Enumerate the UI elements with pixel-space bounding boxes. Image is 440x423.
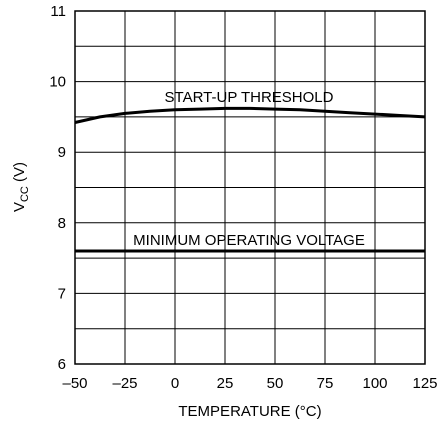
- y-tick-label: 11: [50, 3, 66, 20]
- y-tick-label: 6: [58, 356, 66, 373]
- annotation-minimum-operating-voltage: MINIMUM OPERATING VOLTAGE: [133, 232, 365, 249]
- y-tick-label: 8: [58, 215, 66, 232]
- x-tick-label: –25: [112, 375, 137, 392]
- y-axis-title-unit: (V): [11, 162, 28, 186]
- series-lines: [74, 106, 426, 253]
- x-tick-labels: –50 –25 0 25 50 75 100 125: [62, 375, 437, 392]
- x-tick-label: 25: [217, 375, 234, 392]
- x-tick-label: –50: [62, 375, 87, 392]
- annotation-start-up-threshold: START-UP THRESHOLD: [165, 89, 334, 106]
- x-tick-label: 50: [267, 375, 284, 392]
- plot-frame: [74, 10, 426, 365]
- y-axis-title-subscript: CC: [19, 186, 31, 202]
- series-start-up-threshold: [74, 106, 426, 124]
- y-tick-label: 9: [58, 144, 66, 161]
- y-axis-title-main: V: [11, 202, 28, 212]
- y-axis-title: VCC (V): [11, 162, 31, 212]
- x-tick-label: 0: [171, 375, 179, 392]
- y-tick-label: 7: [58, 285, 66, 302]
- grid: [74, 10, 426, 365]
- y-tick-labels: 6 7 8 9 10 11: [49, 3, 66, 373]
- x-tick-label: 75: [317, 375, 334, 392]
- x-tick-label: 125: [412, 375, 437, 392]
- x-axis-title: TEMPERATURE (°C): [178, 403, 321, 420]
- x-tick-label: 100: [362, 375, 387, 392]
- y-tick-label: 10: [49, 74, 66, 91]
